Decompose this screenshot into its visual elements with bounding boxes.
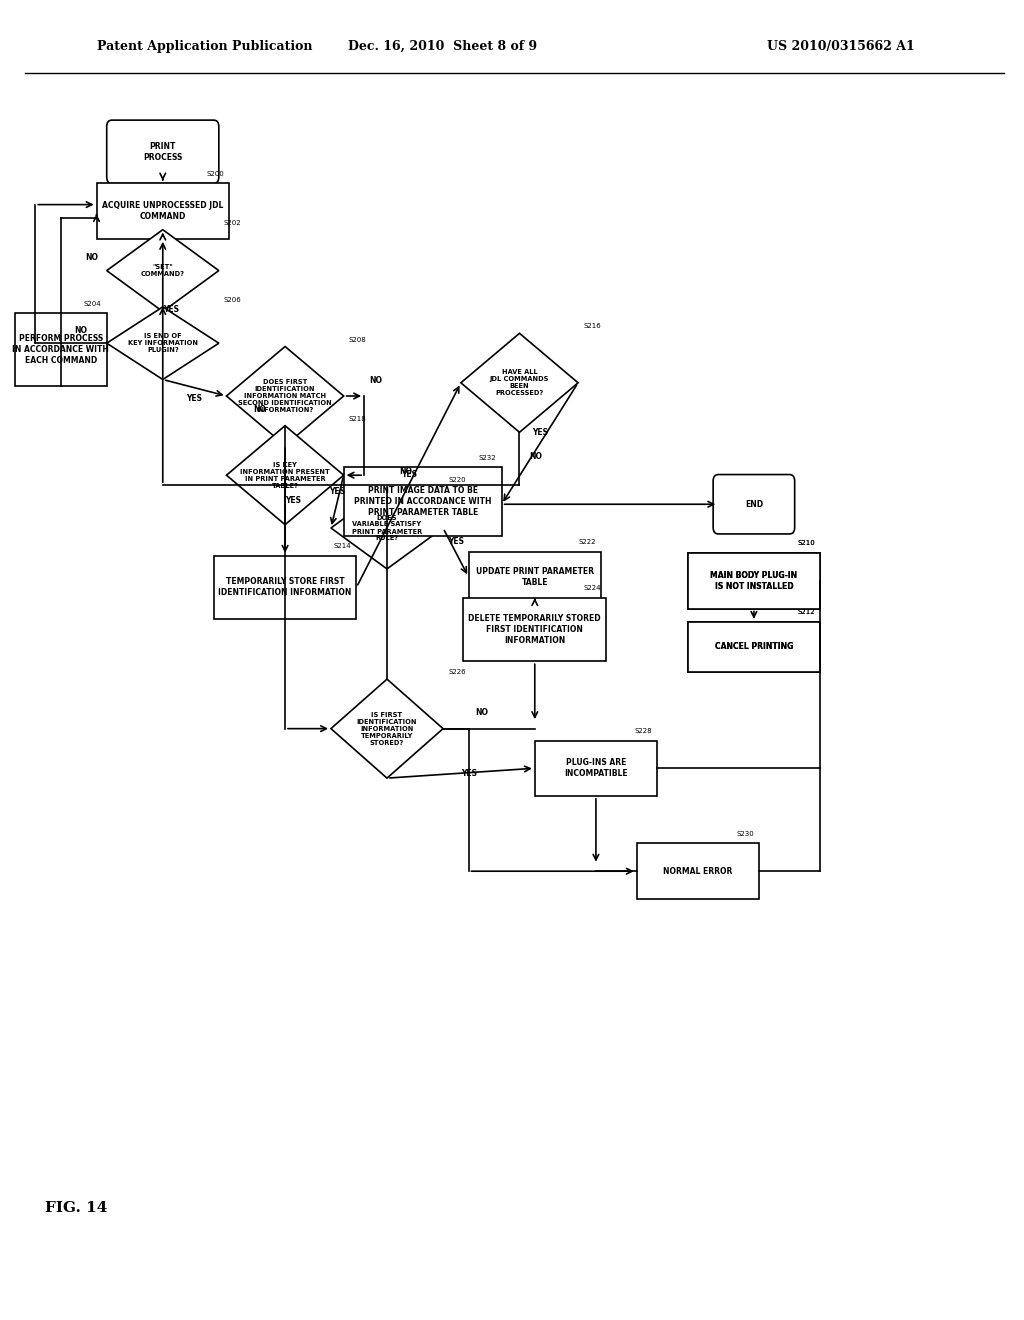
Text: S210: S210 (798, 540, 815, 546)
Text: NO: NO (399, 467, 413, 477)
Text: S226: S226 (449, 669, 466, 676)
Text: NO: NO (476, 709, 488, 718)
Text: S228: S228 (634, 727, 652, 734)
Text: YES: YES (330, 487, 345, 495)
Text: YES: YES (400, 470, 417, 479)
Text: PERFORM PROCESS
IN ACCORDANCE WITH
EACH COMMAND: PERFORM PROCESS IN ACCORDANCE WITH EACH … (12, 334, 110, 366)
Text: ACQUIRE UNPROCESSED JDL
COMMAND: ACQUIRE UNPROCESSED JDL COMMAND (102, 201, 223, 222)
Text: NORMAL ERROR: NORMAL ERROR (664, 867, 732, 875)
Polygon shape (106, 308, 219, 380)
Bar (637, 843, 759, 899)
Text: NO: NO (253, 405, 266, 414)
Polygon shape (226, 347, 344, 446)
Text: S232: S232 (479, 454, 497, 461)
Text: PLUG-INS ARE
INCOMPATIBLE: PLUG-INS ARE INCOMPATIBLE (564, 758, 628, 779)
Text: IS END OF
KEY INFORMATION
PLUGIN?: IS END OF KEY INFORMATION PLUGIN? (128, 333, 198, 354)
Text: END: END (744, 500, 763, 508)
Text: S216: S216 (584, 323, 601, 330)
Text: NO: NO (529, 451, 543, 461)
Text: S212: S212 (798, 609, 815, 615)
Text: HAVE ALL
JDL COMMANDS
BEEN
PROCESSED?: HAVE ALL JDL COMMANDS BEEN PROCESSED? (489, 370, 549, 396)
FancyBboxPatch shape (106, 120, 219, 183)
Bar (688, 622, 820, 672)
Text: NO: NO (370, 376, 382, 385)
Text: MAIN BODY PLUG-IN
IS NOT INSTALLED: MAIN BODY PLUG-IN IS NOT INSTALLED (711, 570, 798, 591)
Polygon shape (331, 487, 443, 569)
Text: FIG. 14: FIG. 14 (45, 1201, 108, 1214)
Text: IS KEY
INFORMATION PRESENT
IN PRINT PARAMETER
TABLE?: IS KEY INFORMATION PRESENT IN PRINT PARA… (241, 462, 330, 488)
Text: S230: S230 (736, 830, 754, 837)
FancyBboxPatch shape (713, 474, 795, 533)
Text: UPDATE PRINT PARAMETER
TABLE: UPDATE PRINT PARAMETER TABLE (476, 566, 594, 587)
Text: DOES
VARIABLE SATISFY
PRINT PARAMETER
RULE?: DOES VARIABLE SATISFY PRINT PARAMETER RU… (352, 515, 422, 541)
Bar (15, 313, 106, 385)
Text: YES: YES (531, 429, 548, 437)
Text: DOES FIRST
IDENTIFICATION
INFORMATION MATCH
SECOND IDENTIFICATION
INFORMATION?: DOES FIRST IDENTIFICATION INFORMATION MA… (239, 379, 332, 413)
Polygon shape (331, 678, 443, 777)
Text: IS FIRST
IDENTIFICATION
INFORMATION
TEMPORARILY
STORED?: IS FIRST IDENTIFICATION INFORMATION TEMP… (356, 711, 417, 746)
Bar (96, 183, 229, 239)
Bar (535, 741, 657, 796)
Bar (464, 598, 606, 661)
Text: YES: YES (186, 393, 203, 403)
Text: S206: S206 (224, 297, 242, 304)
Text: S200: S200 (206, 170, 224, 177)
Text: DELETE TEMPORARILY STORED
FIRST IDENTIFICATION
INFORMATION: DELETE TEMPORARILY STORED FIRST IDENTIFI… (468, 614, 601, 645)
Text: S222: S222 (579, 539, 596, 545)
Text: S218: S218 (349, 416, 367, 422)
Text: "SET"
COMMAND?: "SET" COMMAND? (140, 264, 184, 277)
Text: S220: S220 (449, 477, 466, 483)
Text: NO: NO (85, 253, 98, 263)
Bar (469, 552, 601, 602)
Text: YES: YES (286, 496, 301, 506)
Text: YES: YES (447, 537, 464, 546)
Text: S224: S224 (584, 585, 601, 591)
Text: CANCEL PRINTING: CANCEL PRINTING (715, 643, 794, 651)
Text: NO: NO (75, 326, 88, 335)
Text: S212: S212 (798, 609, 815, 615)
Text: CANCEL PRINTING: CANCEL PRINTING (715, 643, 794, 651)
Text: S204: S204 (84, 301, 101, 306)
Text: YES: YES (163, 305, 179, 314)
Text: US 2010/0315662 A1: US 2010/0315662 A1 (767, 40, 914, 53)
Text: PRINT IMAGE DATA TO BE
PRINTED IN ACCORDANCE WITH
PRINT PARAMETER TABLE: PRINT IMAGE DATA TO BE PRINTED IN ACCORD… (354, 486, 492, 517)
Bar (688, 553, 820, 609)
Bar (214, 556, 356, 619)
Polygon shape (106, 230, 219, 312)
Text: YES: YES (461, 768, 477, 777)
Text: TEMPORARILY STORE FIRST
IDENTIFICATION INFORMATION: TEMPORARILY STORE FIRST IDENTIFICATION I… (218, 577, 352, 598)
Text: Dec. 16, 2010  Sheet 8 of 9: Dec. 16, 2010 Sheet 8 of 9 (348, 40, 538, 53)
Polygon shape (226, 425, 344, 524)
Text: S214: S214 (334, 543, 351, 549)
Text: S210: S210 (798, 540, 815, 546)
Bar (344, 467, 502, 536)
Text: S208: S208 (349, 337, 367, 343)
Bar (688, 553, 820, 609)
Polygon shape (461, 334, 579, 433)
Text: Patent Application Publication: Patent Application Publication (96, 40, 312, 53)
Text: MAIN BODY PLUG-IN
IS NOT INSTALLED: MAIN BODY PLUG-IN IS NOT INSTALLED (711, 570, 798, 591)
Text: PRINT
PROCESS: PRINT PROCESS (143, 143, 182, 161)
Text: S202: S202 (224, 219, 242, 226)
Bar (688, 622, 820, 672)
